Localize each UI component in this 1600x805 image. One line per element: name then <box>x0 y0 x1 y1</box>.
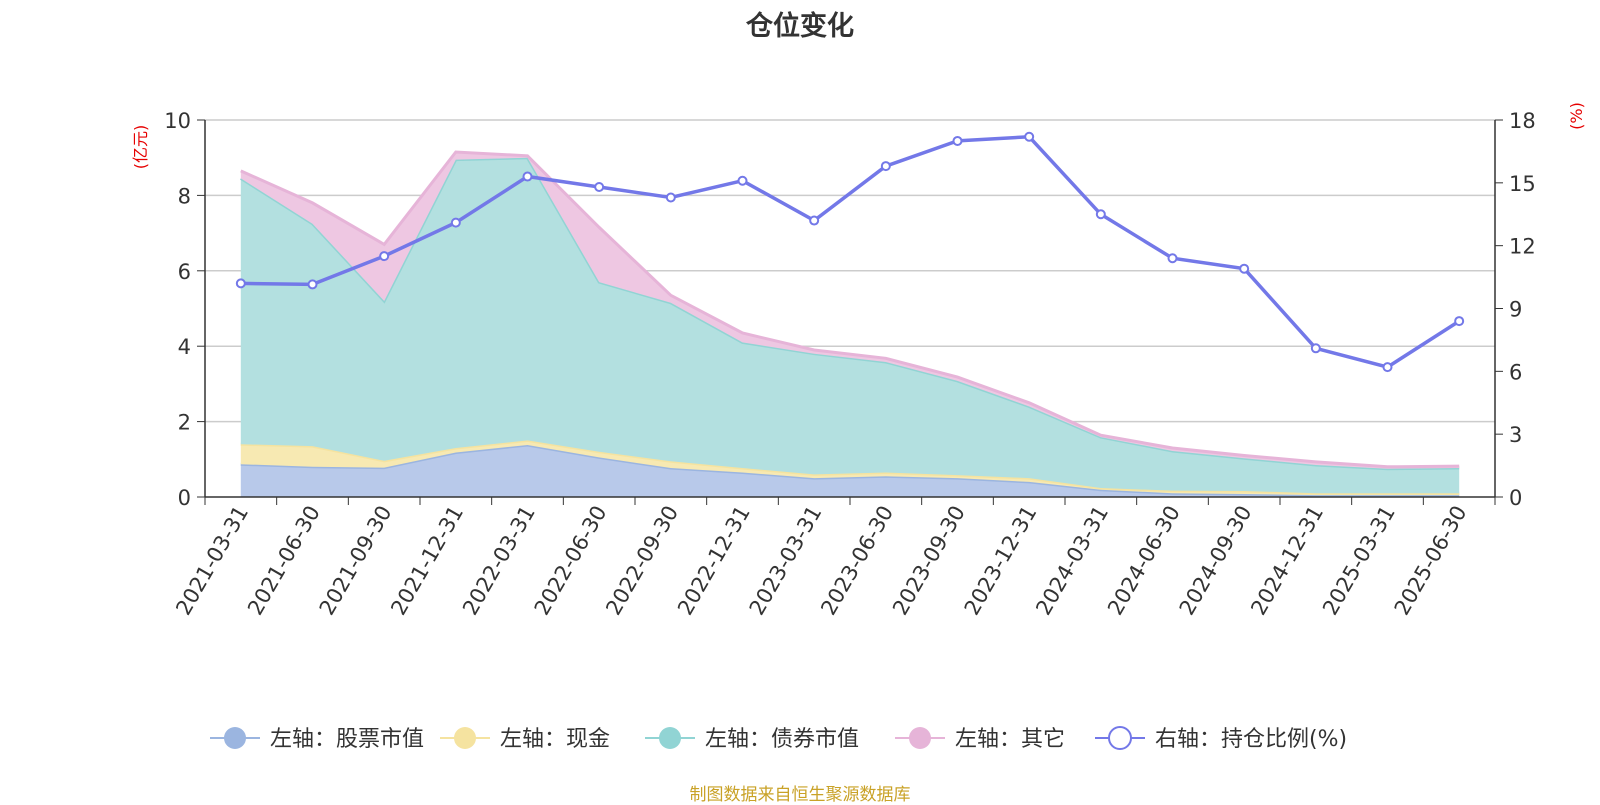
y-axis-right-title: (%) <box>1567 102 1586 130</box>
legend-marker <box>454 727 476 749</box>
y-left-tick-label: 10 <box>164 109 191 133</box>
legend-marker <box>224 727 246 749</box>
x-tick-label: 2024-03-31 <box>1031 502 1113 620</box>
x-tick-label: 2023-12-31 <box>960 502 1042 620</box>
x-tick-label: 2021-03-31 <box>171 502 253 620</box>
legend-item-4[interactable]: 左轴：其它 <box>895 727 1065 752</box>
x-tick-label: 2022-12-31 <box>673 502 755 620</box>
x-tick-label: 2022-03-31 <box>458 502 540 620</box>
y-right-tick-label: 15 <box>1509 172 1536 196</box>
legend-marker <box>909 727 931 749</box>
area-series-1 <box>240 445 1460 497</box>
ratio-point[interactable] <box>522 171 533 182</box>
y-right-tick-label: 18 <box>1509 109 1536 133</box>
legend-marker <box>659 727 681 749</box>
y-left-tick-label: 0 <box>178 486 191 510</box>
ratio-point[interactable] <box>1239 263 1250 274</box>
ratio-point[interactable] <box>1024 131 1035 142</box>
ratio-point[interactable] <box>880 161 891 172</box>
y-left-tick-label: 6 <box>178 260 191 284</box>
ratio-point[interactable] <box>665 192 676 203</box>
x-tick-label: 2021-12-31 <box>386 502 468 620</box>
ratio-point[interactable] <box>1310 343 1321 354</box>
area-edge-series-4 <box>240 150 1460 469</box>
chart-title: 仓位变化 <box>746 11 854 42</box>
legend-label: 左轴：现金 <box>500 727 610 752</box>
y-left-tick-label: 8 <box>178 184 191 208</box>
legend-marker <box>1108 726 1132 750</box>
legend-item-1[interactable]: 左轴：股票市值 <box>210 727 424 752</box>
area-layer <box>239 150 1460 497</box>
ratio-point[interactable] <box>1095 209 1106 220</box>
x-tick-label: 2024-12-31 <box>1246 502 1328 620</box>
ratio-point[interactable] <box>952 135 963 146</box>
y-right-tick-label: 3 <box>1509 423 1522 447</box>
ratio-point[interactable] <box>450 217 461 228</box>
ratio-point[interactable] <box>809 215 820 226</box>
y-right-tick-label: 6 <box>1509 360 1522 384</box>
source-note: 制图数据来自恒生聚源数据库 <box>689 785 911 805</box>
ratio-point[interactable] <box>235 278 246 289</box>
y-right-tick-label: 12 <box>1509 235 1536 259</box>
x-tick-label: 2022-09-30 <box>601 502 683 620</box>
area-series-3 <box>240 157 1460 494</box>
x-tick-label: 2023-09-30 <box>888 502 970 620</box>
legend-item-5[interactable]: 右轴：持仓比例(%) <box>1095 726 1347 752</box>
x-tick-label: 2024-09-30 <box>1175 502 1257 620</box>
legend-item-3[interactable]: 左轴：债券市值 <box>645 727 859 752</box>
ratio-point[interactable] <box>1382 362 1393 373</box>
legend-label: 左轴：债券市值 <box>705 727 859 752</box>
legend-item-2[interactable]: 左轴：现金 <box>440 727 610 752</box>
ratio-point[interactable] <box>1167 253 1178 264</box>
y-left-tick-label: 2 <box>178 411 191 435</box>
y-right-tick-label: 9 <box>1509 298 1522 322</box>
y-left-tick-label: 4 <box>178 335 191 359</box>
legend-label: 左轴：其它 <box>955 727 1065 752</box>
ratio-point[interactable] <box>307 279 318 290</box>
x-tick-label: 2021-06-30 <box>243 502 325 620</box>
x-tick-label: 2021-09-30 <box>315 501 397 619</box>
legend-label: 右轴：持仓比例(%) <box>1155 727 1347 752</box>
x-tick-label: 2025-03-31 <box>1318 502 1400 620</box>
y-right-tick-label: 0 <box>1509 486 1522 510</box>
x-tick-label: 2024-06-30 <box>1103 502 1185 620</box>
y-axis-left-title: (亿元) <box>131 125 150 170</box>
ratio-point[interactable] <box>1454 316 1465 327</box>
legend: 左轴：股票市值 左轴：现金 左轴：债券市值 左轴：其它 右轴：持仓比例(%) <box>210 726 1347 752</box>
x-tick-label: 2025-06-30 <box>1390 502 1472 620</box>
line-layer <box>235 131 1465 373</box>
legend-label: 左轴：股票市值 <box>270 727 424 752</box>
ratio-point[interactable] <box>737 175 748 186</box>
ratio-line <box>240 135 1461 369</box>
x-tick-label: 2023-06-30 <box>816 502 898 620</box>
x-tick-label: 2023-03-31 <box>745 502 827 620</box>
ratio-point[interactable] <box>379 251 390 262</box>
x-tick-label: 2022-06-30 <box>530 502 612 620</box>
ratio-point[interactable] <box>594 182 605 193</box>
